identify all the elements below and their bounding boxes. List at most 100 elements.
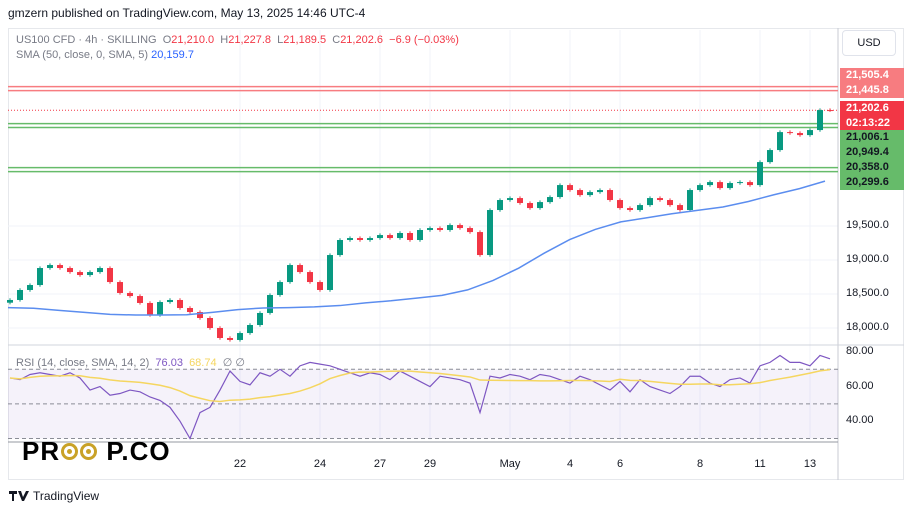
candle (7, 299, 13, 303)
candle (527, 203, 533, 209)
price-tag: 20,358.0 (840, 160, 904, 175)
candle (507, 198, 513, 201)
candle (517, 198, 523, 204)
time-tick: 29 (423, 458, 437, 470)
candle (427, 228, 433, 231)
candle (677, 205, 683, 211)
time-tick: 27 (373, 458, 387, 470)
rsi-signal-value: 68.74 (189, 357, 217, 369)
candle (437, 228, 443, 231)
candle (27, 285, 33, 290)
chart-frame[interactable] (8, 28, 904, 480)
candle (407, 233, 413, 241)
candle (667, 200, 673, 206)
candle (117, 282, 123, 293)
tradingview-logo-icon (9, 491, 29, 501)
candle (477, 232, 483, 256)
price-tag: 21,202.6 (840, 101, 904, 116)
candle (167, 299, 173, 303)
candle (657, 198, 663, 201)
candle (387, 235, 393, 239)
candle (197, 312, 203, 319)
candle (827, 110, 833, 112)
symbol-title[interactable]: US100 CFD · 4h · SKILLING (16, 34, 157, 46)
candle (647, 198, 653, 206)
candle (577, 190, 583, 196)
candle (307, 272, 313, 283)
time-tick: 13 (803, 458, 817, 470)
rsi-value: 76.03 (155, 357, 183, 369)
candle (547, 197, 553, 203)
rsi-line (9, 354, 831, 440)
sma-label[interactable]: SMA (50, close, 0, SMA, 5) (16, 49, 149, 61)
candle (717, 182, 723, 189)
time-tick: 6 (616, 458, 624, 470)
candle (257, 312, 263, 326)
candle (247, 325, 253, 334)
candle (537, 202, 543, 209)
candle (697, 185, 703, 191)
candle (497, 200, 503, 211)
candle (227, 337, 233, 340)
time-tick: 24 (313, 458, 327, 470)
rsi-label[interactable]: RSI (14, close, SMA, 14, 2) (16, 357, 150, 369)
candle (157, 302, 163, 316)
price-tag: 20,299.6 (840, 175, 904, 190)
rsi-tick: 60.00 (846, 379, 874, 392)
candle (487, 210, 493, 256)
open-value: 21,210.0 (171, 34, 215, 46)
sma-line (7, 180, 826, 316)
watermark-logo: PR P.CO (22, 436, 171, 466)
candle (797, 133, 803, 136)
candle (757, 162, 763, 186)
close-value: 21,202.6 (340, 34, 384, 46)
candle (47, 265, 53, 269)
owl-eye-icon (61, 443, 79, 460)
candle (237, 333, 243, 340)
candle (807, 130, 813, 136)
rsi-tick: 80.00 (846, 345, 874, 357)
rsi-tick: 40.00 (846, 414, 874, 427)
candle (217, 328, 223, 338)
candle (87, 272, 93, 276)
price-tick: 18,000.0 (846, 321, 889, 333)
candle (187, 308, 193, 313)
price-tag: 21,445.8 (840, 83, 904, 98)
candle (367, 238, 373, 241)
candle (107, 268, 113, 283)
candle (357, 238, 363, 241)
candle (77, 272, 83, 276)
candle (207, 318, 213, 328)
candle (377, 235, 383, 239)
price-tag: 20,949.4 (840, 145, 904, 160)
candle (397, 233, 403, 239)
currency-button[interactable]: USD (842, 30, 896, 56)
time-tick: 8 (696, 458, 704, 470)
candle (447, 225, 453, 231)
candle (587, 192, 593, 196)
publish-info: gmzern published on TradingView.com, May… (8, 6, 366, 20)
candle (67, 268, 73, 273)
candle (627, 208, 633, 211)
candle (457, 225, 463, 229)
candle (327, 255, 333, 290)
candle (707, 182, 713, 186)
candle (177, 299, 183, 309)
candle (637, 205, 643, 211)
candle (147, 302, 153, 316)
tradingview-brand[interactable]: TradingView (9, 489, 99, 503)
low-value: 21,189.5 (283, 34, 327, 46)
candle (277, 282, 283, 296)
candle (137, 296, 143, 303)
candle (727, 183, 733, 189)
candle (787, 132, 793, 134)
rsi-signal-line (9, 368, 831, 403)
time-tick: 11 (754, 458, 766, 470)
time-tick: May (499, 458, 521, 470)
sma-value: 20,159.7 (151, 49, 194, 61)
time-tick: 22 (233, 458, 247, 470)
candle (37, 268, 43, 286)
price-tag: 21,006.1 (840, 130, 904, 145)
rsi-legend: RSI (14, close, SMA, 14, 2) 76.03 68.74 … (16, 357, 245, 369)
